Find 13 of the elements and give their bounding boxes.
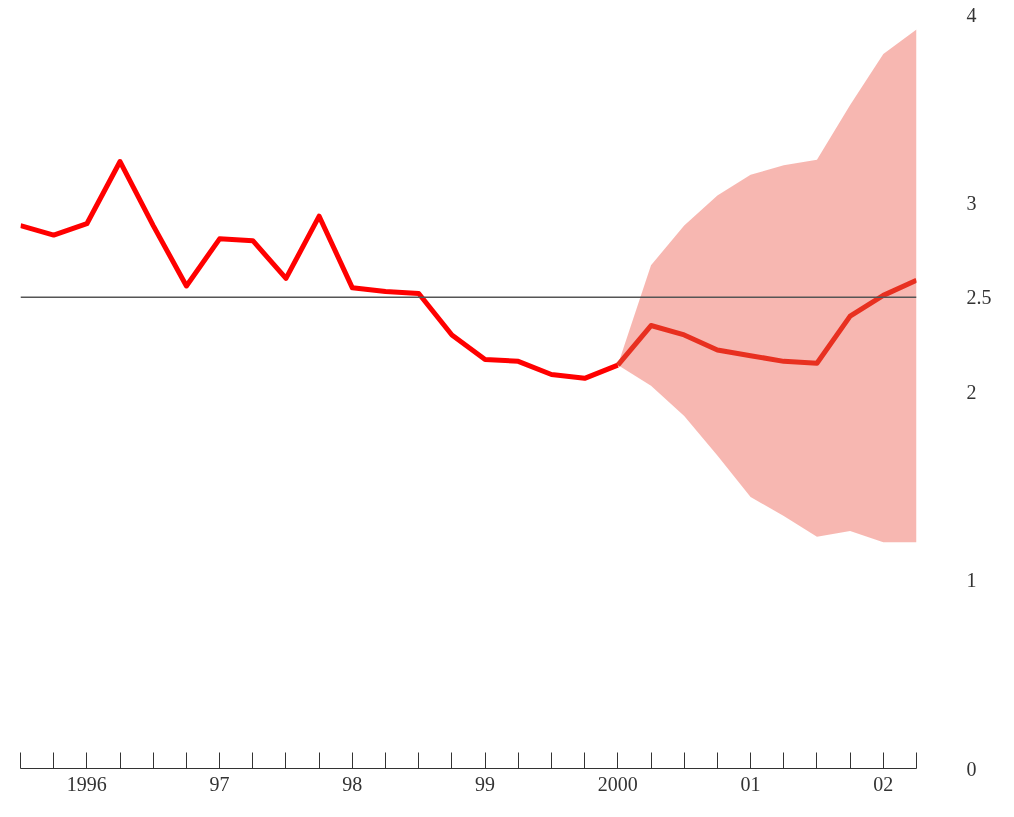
x-tick-label: 02 — [873, 772, 894, 795]
x-tick-label: 97 — [209, 772, 230, 795]
x-tick-label: 01 — [740, 772, 761, 795]
y-tick-label: 1 — [966, 569, 977, 591]
x-tick-label: 2000 — [597, 772, 638, 795]
x-tick-label: 98 — [342, 772, 363, 795]
y-tick-label: 2 — [966, 380, 977, 403]
x-tick-label: 99 — [475, 772, 496, 795]
y-tick-label: 0 — [966, 757, 977, 780]
y-tick-label: 3 — [966, 192, 977, 214]
x-tick-label: 1996 — [66, 772, 107, 795]
y-tick-label: 4 — [966, 3, 977, 26]
y-tick-label: 2.5 — [966, 286, 992, 309]
